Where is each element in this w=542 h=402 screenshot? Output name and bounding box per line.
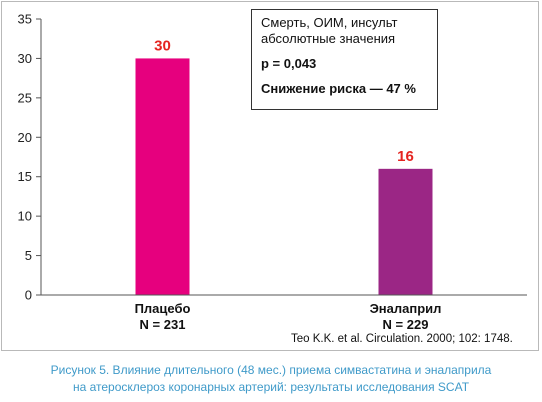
bars bbox=[135, 58, 433, 295]
annotation-box: Смерть, ОИМ, инсульт абсолютные значения… bbox=[251, 9, 438, 110]
caption-line-2: на атеросклероз коронарных артерий: резу… bbox=[72, 380, 470, 394]
y-tick-label: 35 bbox=[18, 12, 32, 27]
bar-1 bbox=[135, 58, 190, 295]
category-label-2: Эналаприл bbox=[370, 301, 442, 316]
y-tick-label: 30 bbox=[18, 51, 32, 66]
category-label-1: Плацебо bbox=[135, 301, 191, 316]
category-sublabel-1: N = 231 bbox=[140, 317, 186, 332]
chart-frame: 0 5 10 15 20 25 30 35 30 16 Плацебо N = 231 Эналап… bbox=[1, 1, 539, 351]
category-sublabel-2: N = 229 bbox=[383, 317, 429, 332]
annotation-line-2: абсолютные значения bbox=[261, 31, 396, 46]
data-label-2: 16 bbox=[397, 148, 414, 165]
y-tick-label: 0 bbox=[25, 288, 32, 303]
y-tick-label: 10 bbox=[18, 209, 32, 224]
caption-line-1: Рисунок 5. Влияние длительного (48 мес.)… bbox=[50, 363, 492, 377]
annotation-line-1: Смерть, ОИМ, инсульт bbox=[261, 15, 398, 30]
annotation-risk-reduction: Снижение риска — 47 % bbox=[261, 81, 416, 96]
y-axis-ticks: 0 5 10 15 20 25 30 35 bbox=[18, 12, 41, 303]
y-tick-label: 20 bbox=[18, 130, 32, 145]
source-note: Teo K.K. et al. Circulation. 2000; 102: … bbox=[291, 333, 513, 345]
figure-caption: Рисунок 5. Влияние длительного (48 мес.)… bbox=[0, 362, 542, 396]
data-labels: 30 16 bbox=[154, 37, 414, 164]
y-tick-label: 15 bbox=[18, 169, 32, 184]
bar-2 bbox=[378, 168, 433, 295]
annotation-p-value: р = 0,043 bbox=[261, 56, 317, 71]
y-tick-label: 5 bbox=[25, 248, 32, 263]
y-tick-label: 25 bbox=[18, 90, 32, 105]
data-label-1: 30 bbox=[154, 37, 171, 54]
